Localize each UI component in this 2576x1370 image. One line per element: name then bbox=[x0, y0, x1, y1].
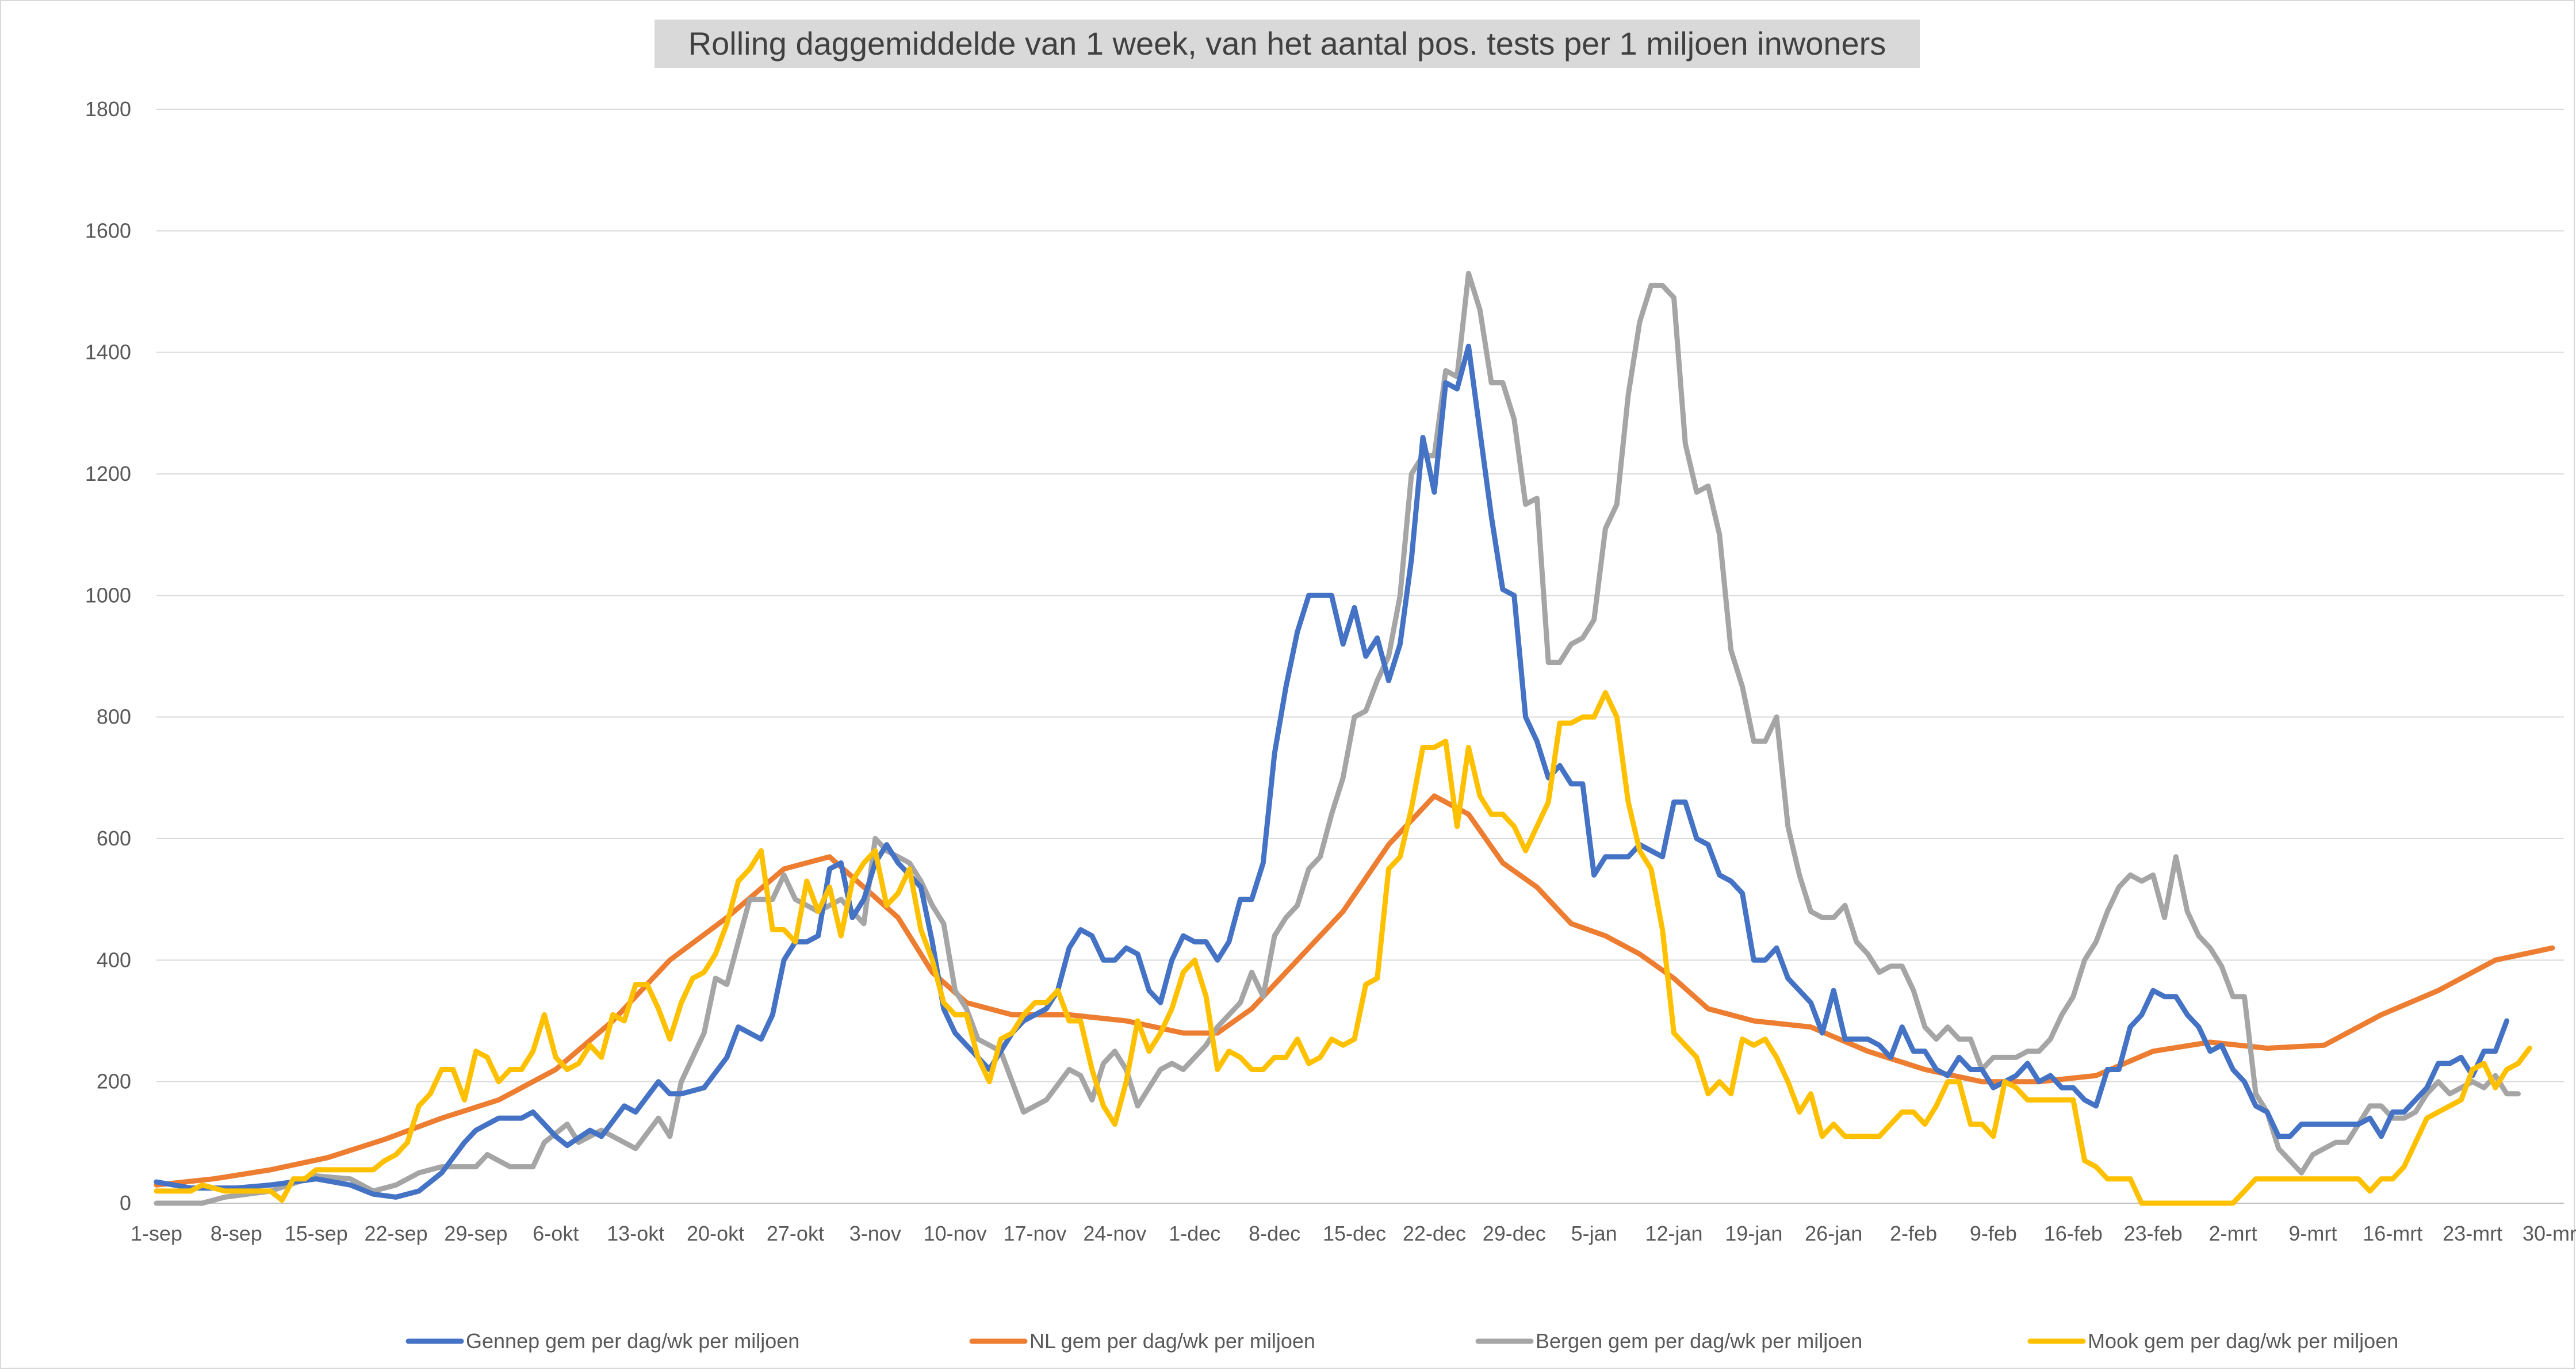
legend-label-0: Gennep gem per dag/wk per miljoen bbox=[466, 1329, 799, 1353]
x-tick-label: 2-mrt bbox=[2209, 1222, 2257, 1245]
x-tick-label: 6-okt bbox=[533, 1222, 579, 1245]
x-tick-label: 30-mrt bbox=[2523, 1222, 2576, 1245]
y-tick-label: 1400 bbox=[85, 340, 131, 364]
x-tick-label: 26-jan bbox=[1805, 1222, 1862, 1245]
y-tick-label: 800 bbox=[97, 705, 131, 729]
series-line-3 bbox=[154, 690, 2532, 1206]
y-axis-ticks: 0 200 400 600 800 1000 1200 1400 1600 1800 bbox=[85, 97, 131, 1215]
x-tick-label: 3-nov bbox=[849, 1222, 901, 1245]
x-tick-label: 8-dec bbox=[1249, 1222, 1300, 1245]
x-tick-label: 27-okt bbox=[767, 1222, 824, 1245]
x-tick-label: 10-nov bbox=[924, 1222, 987, 1245]
x-tick-label: 16-mrt bbox=[2363, 1222, 2422, 1245]
legend-label-2: Bergen gem per dag/wk per miljoen bbox=[1536, 1329, 1862, 1353]
x-tick-label: 19-jan bbox=[1725, 1222, 1782, 1245]
x-tick-label: 8-sep bbox=[210, 1222, 262, 1245]
x-tick-label: 9-feb bbox=[1970, 1222, 2017, 1245]
y-tick-label: 1600 bbox=[85, 219, 131, 242]
x-tick-label: 22-sep bbox=[365, 1222, 428, 1245]
y-tick-label: 200 bbox=[97, 1070, 131, 1093]
x-tick-label: 15-dec bbox=[1323, 1222, 1386, 1245]
x-tick-label: 12-jan bbox=[1645, 1222, 1702, 1245]
legend-label-3: Mook gem per dag/wk per miljoen bbox=[2088, 1329, 2398, 1353]
x-tick-label: 23-mrt bbox=[2443, 1222, 2502, 1245]
y-tick-label: 1800 bbox=[85, 97, 131, 121]
y-tick-label: 1000 bbox=[85, 583, 131, 607]
series-line-2 bbox=[154, 270, 2521, 1206]
x-axis-ticks: 1-sep 8-sep 15-sep 22-sep 29-sep 6-okt 13-okt 2… bbox=[131, 1222, 2576, 1245]
legend-label-1: NL gem per dag/wk per miljoen bbox=[1029, 1329, 1315, 1353]
x-tick-label: 20-okt bbox=[687, 1222, 744, 1245]
y-tick-label: 400 bbox=[97, 948, 131, 971]
x-tick-label: 1-sep bbox=[131, 1222, 182, 1245]
x-tick-label: 29-dec bbox=[1483, 1222, 1546, 1245]
x-tick-label: 23-feb bbox=[2124, 1222, 2183, 1245]
chart-title: Rolling daggemiddelde van 1 week, van he… bbox=[654, 20, 1920, 68]
x-tick-label: 15-sep bbox=[285, 1222, 348, 1245]
x-tick-label: 22-dec bbox=[1403, 1222, 1466, 1245]
x-tick-label: 24-nov bbox=[1083, 1222, 1146, 1245]
x-tick-label: 17-nov bbox=[1003, 1222, 1066, 1245]
series-line-1 bbox=[154, 793, 2555, 1188]
x-tick-label: 5-jan bbox=[1571, 1222, 1617, 1245]
y-tick-label: 600 bbox=[97, 826, 131, 850]
x-tick-label: 16-feb bbox=[2044, 1222, 2103, 1245]
series-line-0 bbox=[154, 343, 2510, 1200]
legend: Gennep gem per dag/wk per miljoen NL gem … bbox=[405, 1329, 2398, 1353]
x-tick-label: 9-mrt bbox=[2288, 1222, 2337, 1245]
series-lines bbox=[154, 270, 2555, 1206]
y-tick-label: 1200 bbox=[85, 462, 131, 485]
x-tick-label: 29-sep bbox=[444, 1222, 507, 1245]
x-tick-label: 2-feb bbox=[1890, 1222, 1937, 1245]
x-tick-label: 13-okt bbox=[607, 1222, 664, 1245]
x-tick-label: 1-dec bbox=[1169, 1222, 1220, 1245]
y-tick-label: 0 bbox=[120, 1191, 131, 1215]
